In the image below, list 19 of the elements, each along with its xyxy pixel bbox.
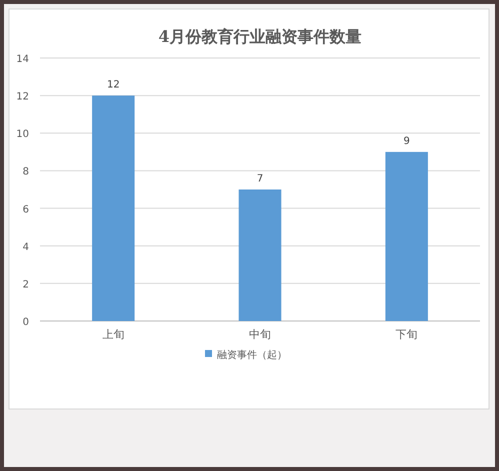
- y-tick-label: 14: [16, 54, 29, 65]
- x-tick-label: 下旬: [396, 328, 418, 341]
- y-tick-label: 8: [22, 166, 29, 178]
- legend-label: 融资事件（起）: [217, 349, 287, 361]
- y-tick-label: 0: [22, 317, 29, 328]
- bar: [385, 152, 428, 321]
- y-tick-label: 2: [22, 279, 29, 290]
- data-label: 7: [256, 174, 264, 184]
- y-tick-label: 12: [16, 92, 29, 103]
- bar: [238, 190, 282, 321]
- chart-title: 4月份教育行业融资事件数量: [158, 27, 362, 46]
- bar: [92, 96, 135, 321]
- y-tick-label: 4: [22, 242, 29, 253]
- x-tick-label: 上旬: [102, 328, 124, 341]
- x-tick-label: 中旬: [249, 328, 271, 341]
- y-tick-label: 10: [16, 129, 29, 140]
- y-tick-label: 6: [22, 204, 29, 216]
- data-label: 9: [403, 136, 410, 147]
- data-label: 12: [106, 80, 120, 91]
